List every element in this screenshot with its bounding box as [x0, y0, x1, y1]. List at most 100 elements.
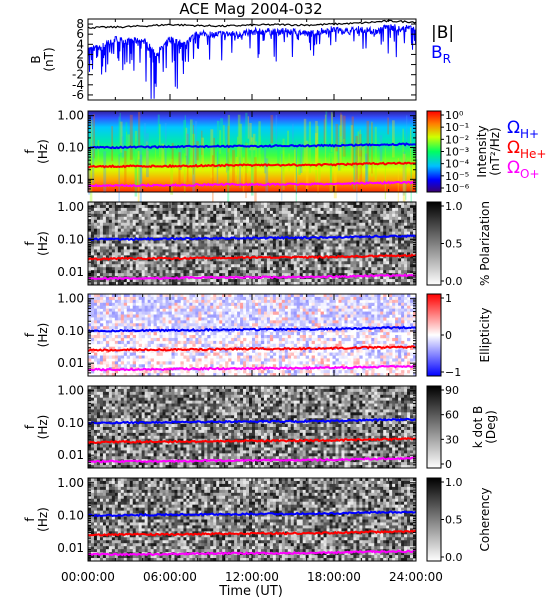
heatmap-cell — [249, 204, 253, 209]
heatmap-cell — [347, 249, 351, 253]
heatmap-cell — [350, 243, 354, 247]
heatmap-cell — [302, 296, 306, 301]
heatmap-cell — [335, 270, 339, 274]
colorbar-tick-label: 10⁻⁴ — [445, 158, 470, 171]
heatmap-cell — [269, 234, 274, 238]
heatmap-cell — [383, 270, 387, 274]
heatmap-cell — [132, 282, 137, 286]
heatmap-cell — [102, 207, 107, 212]
heatmap-cell — [371, 252, 375, 256]
heatmap-cell — [204, 225, 208, 229]
heatmap-cell — [126, 240, 131, 244]
heatmap-cell — [153, 282, 157, 286]
heatmap-cell — [234, 282, 238, 286]
heatmap-cell — [389, 276, 393, 280]
heatmap-cell — [225, 329, 229, 333]
heatmap-cell — [362, 264, 366, 268]
heatmap-cell — [234, 234, 238, 238]
heatmap-cell — [192, 225, 196, 229]
heatmap-cell — [368, 264, 372, 268]
heatmap-cell — [350, 222, 354, 227]
heatmap-cell — [225, 240, 229, 244]
heatmap-cell — [284, 228, 289, 232]
heatmap-cell — [225, 267, 229, 271]
heatmap-cell — [374, 308, 378, 312]
spectrogram-streak — [342, 115, 346, 157]
heatmap-cell — [174, 234, 178, 238]
heatmap-cell — [329, 216, 333, 221]
heatmap-cell — [320, 225, 324, 229]
heatmap-cell — [99, 222, 104, 227]
heatmap-cell — [165, 282, 169, 286]
heatmap-cell — [389, 210, 393, 215]
heatmap-cell — [323, 299, 327, 304]
heatmap-cell — [386, 231, 390, 235]
heatmap-cell — [207, 267, 211, 271]
spectrogram-streak — [406, 115, 408, 149]
heatmap-cell — [165, 216, 169, 221]
heatmap-cell — [93, 204, 98, 209]
heatmap-cell — [156, 320, 160, 324]
heatmap-cell — [171, 305, 175, 309]
heatmap-cell — [374, 213, 378, 218]
spectrogram-streak — [170, 159, 174, 195]
heatmap-cell — [150, 213, 154, 218]
heatmap-cell — [99, 264, 104, 268]
heatmap-cell — [284, 264, 289, 268]
heatmap-cell — [272, 246, 277, 250]
spectrogram-streak — [134, 130, 138, 187]
heatmap-cell — [189, 311, 193, 315]
heatmap-cell — [219, 225, 223, 229]
heatmap-cell — [228, 202, 232, 206]
heatmap-cell — [171, 231, 175, 235]
heatmap-cell — [359, 237, 363, 241]
heatmap-cell — [368, 228, 372, 232]
heatmap-cell — [96, 249, 101, 253]
heatmap-cell — [204, 213, 208, 218]
heatmap-cell — [120, 228, 125, 232]
heatmap-cell — [183, 246, 187, 250]
heatmap-cell — [222, 332, 226, 336]
heatmap-cell — [120, 335, 125, 339]
heatmap-cell — [380, 231, 384, 235]
heatmap-cell — [114, 273, 119, 277]
heatmap-cell — [204, 294, 208, 298]
heatmap-cell — [246, 279, 250, 283]
spectrogram-streak — [402, 151, 406, 196]
heatmap-cell — [117, 299, 122, 304]
heatmap-cell — [240, 273, 244, 277]
heatmap-cell — [380, 264, 384, 268]
heatmap-cell — [263, 308, 268, 312]
heatmap-cell — [338, 335, 342, 339]
heatmap-cell — [123, 335, 128, 339]
heatmap-cell — [305, 252, 309, 256]
heatmap-cell — [386, 202, 390, 206]
heatmap-cell — [377, 302, 381, 307]
heatmap-cell — [147, 273, 151, 277]
heatmap-cell — [407, 246, 411, 250]
heatmap-cell — [228, 320, 232, 324]
heatmap-cell — [311, 314, 315, 318]
heatmap-cell — [240, 326, 244, 330]
heatmap-cell — [150, 252, 154, 256]
heatmap-cell — [138, 337, 142, 342]
heatmap-cell — [90, 323, 95, 327]
heatmap-cell — [195, 207, 199, 212]
heatmap-cell — [356, 332, 360, 336]
heatmap-cell — [260, 225, 265, 229]
heatmap-cell — [329, 273, 333, 277]
heatmap-cell — [165, 246, 169, 250]
heatmap-cell — [123, 326, 128, 330]
heatmap-cell — [183, 323, 187, 327]
heatmap-cell — [257, 234, 262, 238]
heatmap-cell — [114, 282, 119, 286]
heatmap-cell — [254, 294, 259, 298]
heatmap-cell — [201, 252, 205, 256]
heatmap-cell — [234, 326, 238, 330]
heatmap-cell — [174, 294, 178, 298]
heatmap-cell — [135, 252, 139, 256]
heatmap-cell — [380, 314, 384, 318]
heatmap-cell — [183, 299, 187, 304]
heatmap-cell — [141, 267, 145, 271]
heatmap-cell — [234, 337, 238, 342]
